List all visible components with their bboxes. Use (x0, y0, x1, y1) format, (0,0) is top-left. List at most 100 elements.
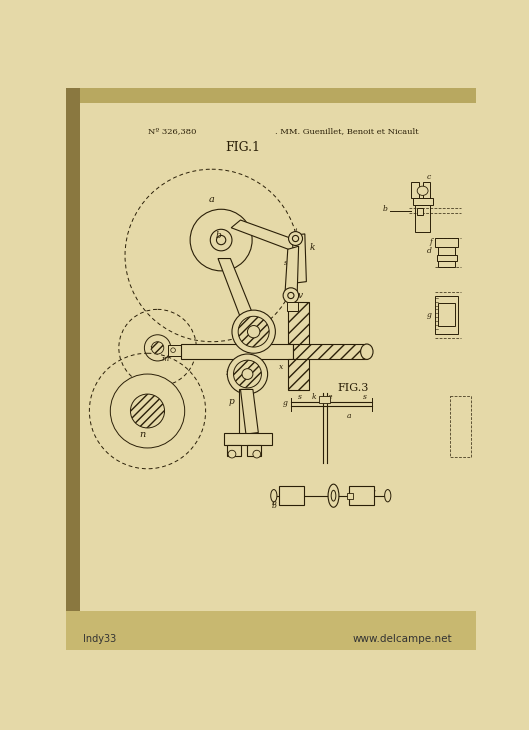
Bar (227, 445, 241, 456)
Bar (224, 433, 272, 445)
Text: b: b (271, 502, 276, 510)
Text: www.delcampe.net: www.delcampe.net (353, 634, 452, 644)
Bar (66, 611, 476, 650)
Text: d: d (427, 247, 432, 255)
Bar (346, 493, 353, 499)
Bar (168, 345, 187, 356)
Text: v: v (298, 291, 303, 300)
Bar (248, 445, 261, 456)
Bar (293, 344, 367, 359)
Polygon shape (293, 234, 306, 283)
Bar (319, 396, 330, 403)
Text: x: x (296, 302, 301, 310)
Circle shape (227, 354, 268, 394)
Text: d: d (234, 293, 240, 301)
Bar (423, 182, 431, 199)
Bar (415, 204, 431, 231)
Bar (288, 301, 309, 348)
Ellipse shape (171, 348, 176, 353)
Text: l: l (297, 274, 300, 283)
Text: g: g (282, 399, 287, 407)
Text: s: s (362, 393, 367, 402)
Circle shape (190, 210, 252, 271)
Bar (435, 238, 458, 247)
Circle shape (228, 450, 236, 458)
Bar (438, 247, 455, 255)
Bar (411, 182, 419, 199)
Bar (66, 88, 476, 103)
Circle shape (288, 231, 303, 245)
Text: e: e (327, 393, 332, 402)
Polygon shape (241, 389, 258, 434)
Text: c: c (427, 173, 431, 181)
Circle shape (288, 293, 294, 299)
Bar (239, 389, 251, 434)
Circle shape (232, 310, 276, 353)
Circle shape (293, 236, 299, 242)
Circle shape (131, 394, 165, 428)
Bar (436, 255, 457, 261)
Bar (435, 296, 458, 334)
Text: FIG.1: FIG.1 (225, 141, 260, 154)
Text: c: c (213, 347, 217, 356)
Circle shape (111, 374, 185, 448)
Bar (66, 88, 80, 611)
Text: f: f (430, 237, 433, 245)
Text: m: m (149, 344, 157, 352)
Bar (287, 301, 298, 311)
Text: i: i (294, 227, 297, 235)
Circle shape (242, 369, 253, 380)
Circle shape (283, 288, 299, 303)
Ellipse shape (144, 335, 171, 361)
Bar (450, 396, 471, 457)
Text: d: d (369, 490, 375, 499)
Ellipse shape (151, 342, 164, 354)
Text: h: h (238, 364, 243, 373)
Ellipse shape (361, 344, 373, 359)
Text: x: x (279, 363, 284, 371)
Text: FIG.3: FIG.3 (337, 383, 369, 393)
Text: b: b (383, 205, 388, 213)
Text: n: n (139, 429, 145, 439)
Text: d: d (288, 490, 294, 499)
Circle shape (248, 326, 260, 338)
Bar (181, 344, 293, 359)
Text: m: m (329, 347, 338, 356)
Polygon shape (231, 220, 300, 251)
Text: s: s (284, 259, 287, 267)
Polygon shape (218, 258, 261, 340)
Bar (349, 486, 374, 505)
Circle shape (253, 450, 261, 458)
Circle shape (238, 316, 269, 347)
Text: Indy33: Indy33 (83, 634, 116, 644)
Text: k: k (310, 243, 315, 253)
Circle shape (216, 236, 226, 245)
Bar (438, 261, 455, 267)
Bar (417, 209, 423, 215)
Ellipse shape (328, 484, 339, 507)
Text: a: a (209, 195, 215, 204)
Text: b: b (271, 499, 276, 507)
Bar (413, 199, 433, 204)
Circle shape (233, 360, 261, 388)
Text: s: s (298, 393, 302, 402)
Ellipse shape (331, 491, 336, 501)
Bar (279, 486, 304, 505)
Bar (288, 359, 309, 391)
Text: m: m (162, 355, 169, 363)
Text: o: o (242, 434, 248, 443)
Text: g: g (226, 366, 232, 375)
Text: Nº 326,380: Nº 326,380 (148, 128, 196, 136)
Ellipse shape (271, 490, 277, 502)
Text: . MM. Guenillet, Benoit et Nicault: . MM. Guenillet, Benoit et Nicault (276, 128, 419, 136)
Text: f: f (249, 323, 252, 332)
Text: b: b (215, 231, 221, 240)
Polygon shape (285, 246, 299, 299)
Text: a: a (346, 412, 351, 420)
Text: g: g (427, 311, 432, 319)
Text: k: k (312, 393, 316, 402)
Bar (438, 303, 455, 326)
Ellipse shape (417, 186, 428, 196)
Ellipse shape (385, 490, 391, 502)
Text: p: p (229, 397, 234, 407)
